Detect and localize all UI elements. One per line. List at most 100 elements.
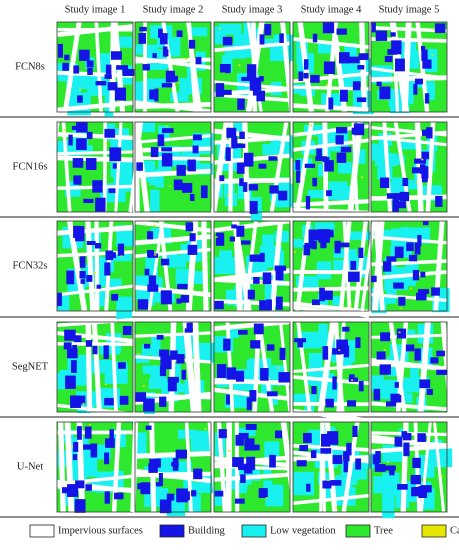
- map-border: [370, 220, 448, 312]
- building: [349, 374, 355, 380]
- building: [324, 160, 334, 172]
- building: [144, 268, 150, 276]
- building: [71, 360, 77, 373]
- building: [162, 294, 172, 304]
- building: [90, 443, 98, 458]
- building: [436, 350, 445, 357]
- road: [134, 168, 212, 178]
- road: [370, 135, 448, 147]
- map-border: [370, 121, 448, 213]
- segmentation-map: [134, 220, 212, 312]
- building: [63, 342, 72, 350]
- building: [229, 236, 236, 242]
- road: [66, 220, 88, 312]
- building: [243, 152, 254, 167]
- building: [86, 60, 94, 68]
- building: [154, 88, 159, 102]
- building: [236, 225, 245, 237]
- building: [86, 275, 93, 282]
- road: [85, 321, 93, 413]
- car: [88, 423, 91, 426]
- map-border: [213, 321, 291, 413]
- building: [325, 398, 334, 408]
- building: [419, 164, 426, 174]
- low-vegetation: [386, 280, 397, 304]
- car: [204, 427, 207, 430]
- road: [294, 121, 314, 213]
- building: [348, 271, 360, 282]
- building: [411, 167, 421, 174]
- segmentation-map: [292, 21, 374, 115]
- building: [347, 56, 360, 64]
- building: [278, 372, 291, 383]
- low-vegetation: [410, 367, 419, 387]
- segmentation-map: [45, 121, 140, 213]
- building: [299, 445, 309, 452]
- building: [186, 322, 193, 332]
- building: [176, 353, 185, 364]
- building: [275, 296, 283, 310]
- column-header: Study image 1: [65, 4, 126, 15]
- building: [83, 198, 94, 204]
- building: [122, 325, 132, 336]
- road: [292, 138, 370, 152]
- low-vegetation: [229, 329, 239, 338]
- car: [409, 287, 412, 290]
- low-vegetation: [382, 472, 400, 497]
- segmentation-map: [292, 121, 370, 216]
- building: [237, 98, 245, 110]
- building: [339, 242, 350, 248]
- building: [394, 436, 403, 447]
- building: [195, 56, 202, 65]
- building: [296, 170, 301, 183]
- building: [231, 224, 237, 229]
- building: [316, 148, 322, 160]
- building: [322, 22, 335, 34]
- road: [213, 135, 291, 145]
- building: [259, 75, 264, 82]
- building: [214, 300, 224, 310]
- road: [134, 56, 212, 70]
- road: [370, 66, 448, 80]
- building: [245, 424, 257, 430]
- road: [370, 235, 448, 245]
- building: [310, 450, 317, 459]
- building: [171, 462, 179, 467]
- building: [95, 197, 106, 212]
- low-vegetation: [116, 296, 132, 320]
- building: [73, 441, 79, 452]
- building: [68, 134, 73, 146]
- building: [72, 454, 78, 461]
- building: [71, 125, 77, 131]
- car: [351, 379, 354, 381]
- building: [373, 388, 381, 401]
- road: [295, 220, 311, 312]
- building: [246, 397, 252, 411]
- building: [327, 431, 339, 445]
- building: [269, 185, 279, 194]
- building: [250, 340, 261, 349]
- car: [421, 158, 424, 161]
- building: [422, 59, 432, 69]
- building: [218, 429, 227, 439]
- car: [349, 305, 352, 308]
- building: [346, 442, 352, 456]
- low-vegetation: [218, 23, 242, 35]
- building: [328, 97, 334, 110]
- segmentation-map: [370, 421, 453, 519]
- road: [147, 220, 164, 312]
- building: [315, 156, 328, 162]
- building: [80, 279, 86, 284]
- building: [382, 261, 392, 272]
- car: [215, 236, 218, 238]
- low-vegetation: [269, 396, 279, 405]
- building: [231, 136, 238, 149]
- row-label: FCN32s: [12, 260, 47, 271]
- segmentation-map: [56, 21, 135, 117]
- building: [188, 39, 196, 49]
- building: [107, 82, 118, 91]
- building: [417, 234, 422, 247]
- building: [426, 388, 433, 395]
- building: [402, 433, 412, 441]
- building: [167, 376, 180, 383]
